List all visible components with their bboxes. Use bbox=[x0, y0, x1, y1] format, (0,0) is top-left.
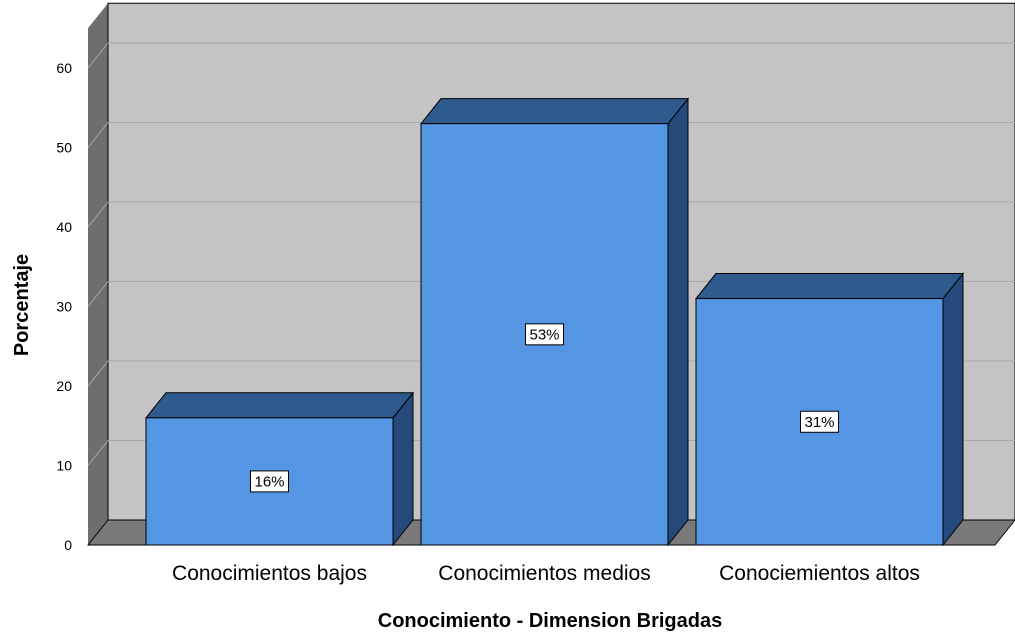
data-label: 53% bbox=[529, 326, 559, 343]
data-label-box bbox=[525, 323, 564, 346]
bar-2: 53% bbox=[419, 97, 690, 547]
x-axis-title: Conocimiento - Dimension Brigadas bbox=[378, 610, 722, 632]
y-axis-ticks: 0 10 20 30 40 50 60 bbox=[56, 60, 72, 553]
gridline-side bbox=[87, 440, 109, 466]
y-axis-title: Porcentaje bbox=[11, 254, 33, 356]
y-tick-label: 50 bbox=[56, 140, 72, 156]
bar-top bbox=[694, 273, 965, 300]
bars: 16% 53% 31% bbox=[144, 97, 965, 547]
bar-side bbox=[667, 97, 689, 547]
bar-1: 16% bbox=[144, 391, 415, 547]
chart-side-wall bbox=[88, 3, 108, 545]
y-tick-label: 40 bbox=[56, 219, 72, 235]
y-tick-label: 10 bbox=[56, 458, 72, 474]
y-tick-label: 20 bbox=[56, 378, 72, 394]
x-tick-label: Conocimientos bajos bbox=[172, 562, 367, 585]
data-label-box bbox=[800, 410, 839, 433]
gridline-side bbox=[87, 42, 109, 69]
y-tick-label: 0 bbox=[64, 537, 72, 553]
y-tick-label: 60 bbox=[56, 60, 72, 76]
gridline-side bbox=[87, 201, 109, 228]
x-tick-label: Conociemientos altos bbox=[719, 562, 920, 585]
data-label-box bbox=[250, 470, 289, 493]
data-label: 16% bbox=[254, 473, 284, 490]
y-tick-label: 30 bbox=[56, 299, 72, 315]
bar-side bbox=[942, 272, 964, 547]
data-label: 31% bbox=[804, 414, 834, 431]
x-tick-label: Conocimientos medios bbox=[438, 562, 650, 585]
x-axis-category-labels: Conocimientos bajos Conocimientos medios C… bbox=[172, 562, 920, 585]
bar-3: 31% bbox=[694, 272, 965, 547]
gridline-side bbox=[87, 360, 109, 387]
bar-side bbox=[392, 391, 414, 547]
gridline-side bbox=[87, 281, 109, 307]
gridline-side bbox=[87, 122, 109, 148]
bar-top bbox=[419, 98, 690, 125]
bar-top bbox=[144, 392, 415, 419]
